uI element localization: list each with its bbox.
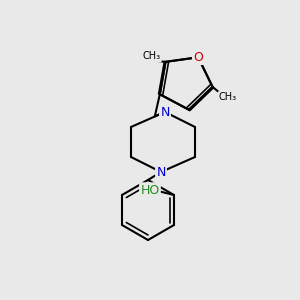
Text: N: N [160,106,170,118]
Text: CH₃: CH₃ [219,92,237,102]
Text: O: O [193,51,203,64]
Text: N: N [156,166,166,178]
Text: CH₃: CH₃ [142,51,161,62]
Text: HO: HO [140,184,160,196]
